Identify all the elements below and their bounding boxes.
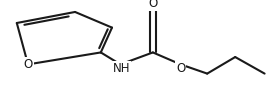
Text: NH: NH — [113, 62, 130, 75]
Text: O: O — [23, 58, 33, 71]
Text: O: O — [176, 62, 185, 75]
Text: O: O — [148, 0, 158, 10]
